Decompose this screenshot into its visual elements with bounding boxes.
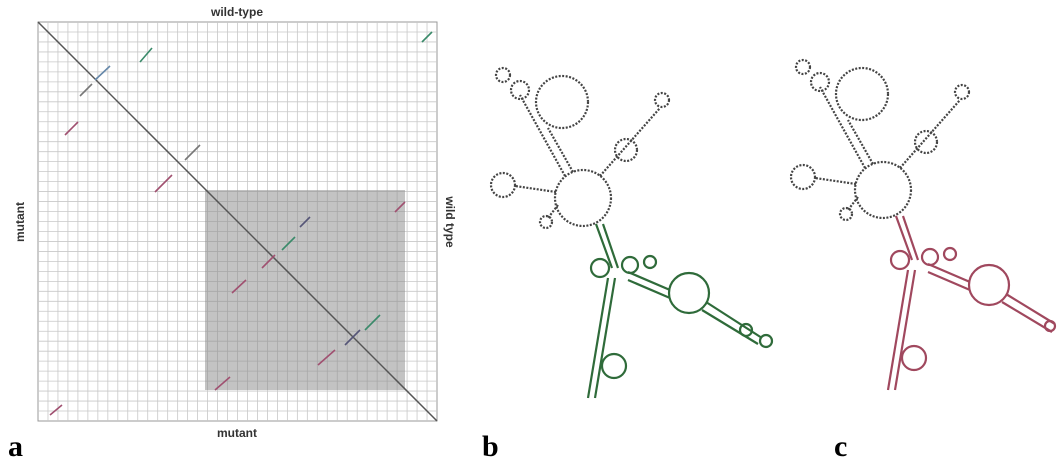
top-label: wild-type — [210, 5, 263, 19]
right-label: wild type — [443, 195, 457, 248]
structure-base — [791, 60, 969, 220]
rna-structure: c — [791, 60, 1055, 463]
panel-label: c — [834, 430, 847, 463]
bottom-label: mutant — [217, 426, 257, 440]
panel-label: b — [482, 430, 499, 463]
panel-label: a — [8, 430, 23, 463]
structure-base — [491, 68, 669, 228]
figure: wild-type mutant mutant wild type a — [0, 0, 1062, 464]
left-label: mutant — [13, 202, 27, 242]
structure-highlight — [588, 224, 772, 398]
dot-plot: wild-type mutant mutant wild type a — [8, 5, 457, 463]
rna-structure: b — [482, 68, 772, 463]
structure-highlight — [888, 216, 1055, 390]
